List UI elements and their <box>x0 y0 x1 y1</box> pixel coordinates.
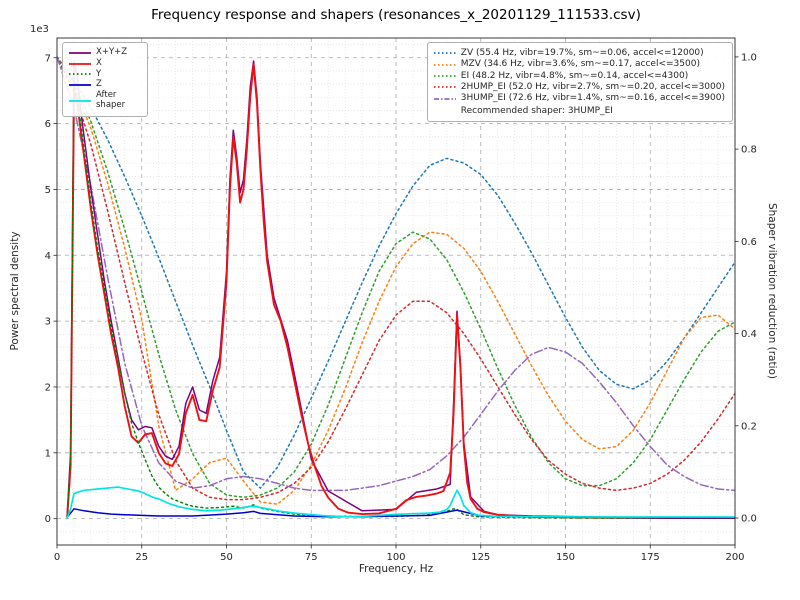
y-left-tick-label: 6 <box>45 119 51 130</box>
legend-item-zv: ZV (55.4 Hz, vibr=19.7%, sm~=0.06, accel… <box>433 48 725 58</box>
x-tick-label: 125 <box>471 552 490 563</box>
recommended-shaper-note: Recommended shaper: 3HUMP_EI <box>460 105 613 116</box>
x-tick-label: 75 <box>305 552 318 563</box>
legend-item-after-shaper: After shaper <box>69 90 140 111</box>
legend-line-sample-z <box>69 84 91 87</box>
series-zv <box>57 56 735 489</box>
chart-title: Frequency response and shapers (resonanc… <box>151 7 641 23</box>
y-right-tick-label: 0.8 <box>741 145 757 156</box>
legend-line-sample-after-shaper <box>69 99 91 102</box>
x-tick-label: 100 <box>386 552 405 563</box>
legend-item-3hump-ei: 3HUMP_EI (72.6 Hz, vibr=1.4%, sm~=0.16, … <box>433 93 725 104</box>
legend-label: 2HUMP_EI (52.0 Hz, vibr=2.7%, sm~=0.20, … <box>460 82 725 93</box>
series-ei <box>57 56 735 499</box>
x-tick-label: 200 <box>725 552 744 563</box>
x-tick-label: 0 <box>54 552 60 563</box>
y-left-tick-label: 2 <box>45 382 51 393</box>
legend-line-sample-2hump-ei <box>433 86 456 89</box>
y-right-tick-label: 0.6 <box>741 237 757 248</box>
legend-line-sample-x <box>69 62 91 65</box>
y-left-tick-label: 7 <box>45 53 51 64</box>
y-axis-offset-text: 1e3 <box>30 24 49 35</box>
legend-line-sample-zv <box>433 52 456 55</box>
x-tick-label: 50 <box>220 552 233 563</box>
x-tick-label: 150 <box>556 552 575 563</box>
legend-item-x: X <box>69 57 140 69</box>
y-left-tick-label: 4 <box>45 251 51 262</box>
legend-line-sample-x-y-z <box>69 51 91 54</box>
y-right-tick-label: 1.0 <box>741 52 757 63</box>
x-axis-label: Frequency, Hz <box>358 563 434 575</box>
legend-line-sample-y <box>69 73 91 76</box>
legend-label: EI (48.2 Hz, vibr=4.8%, sm~=0.14, accel<… <box>460 70 689 81</box>
legend-item-y: Y <box>69 68 140 80</box>
y-right-tick-label: 0.0 <box>741 514 757 525</box>
legend-item-2hump-ei: 2HUMP_EI (52.0 Hz, vibr=2.7%, sm~=0.20, … <box>433 82 725 93</box>
legend-label: Z <box>96 79 102 90</box>
y-right-tick-label: 0.2 <box>741 421 757 432</box>
y-left-tick-label: 0 <box>45 514 51 525</box>
series-x <box>66 63 735 519</box>
series-2hump-ei <box>57 56 735 501</box>
legend-label: X <box>96 57 102 68</box>
legend-item-mzv: MZV (34.6 Hz, vibr=3.6%, sm~=0.17, accel… <box>433 59 725 70</box>
x-tick-label: 25 <box>135 552 148 563</box>
series-x-y-z <box>66 60 735 519</box>
legend-shapers: ZV (55.4 Hz, vibr=19.7%, sm~=0.06, accel… <box>426 42 733 122</box>
legend-line-sample-mzv <box>433 63 456 66</box>
legend-line-sample-ei <box>433 74 456 77</box>
legend-label: MZV (34.6 Hz, vibr=3.6%, sm~=0.17, accel… <box>460 59 700 70</box>
y-left-tick-label: 3 <box>45 317 51 328</box>
legend-item-x-y-z: X+Y+Z <box>69 47 140 58</box>
series-3hump-ei <box>57 56 735 492</box>
legend-label: After shaper <box>96 90 126 110</box>
series-y <box>66 83 735 519</box>
legend-item-ei: EI (48.2 Hz, vibr=4.8%, sm~=0.14, accel<… <box>433 70 725 81</box>
legend-item-z: Z <box>69 80 140 90</box>
legend-psd: X+Y+Z X Y Z After shaper <box>62 42 148 117</box>
series-mzv <box>57 56 735 505</box>
legend-label: ZV (55.4 Hz, vibr=19.7%, sm~=0.06, accel… <box>460 48 704 58</box>
y-left-tick-label: 5 <box>45 185 51 196</box>
legend-label: X+Y+Z <box>96 47 128 57</box>
series-after-shaper <box>66 486 735 519</box>
legend-label: 3HUMP_EI (72.6 Hz, vibr=1.4%, sm~=0.16, … <box>460 93 725 104</box>
legend-line-sample-3hump-ei <box>433 97 456 100</box>
legend-label: Y <box>96 68 102 79</box>
y-left-tick-label: 1 <box>45 448 51 459</box>
x-tick-label: 175 <box>641 552 660 563</box>
y-right-tick-label: 0.4 <box>741 329 757 340</box>
